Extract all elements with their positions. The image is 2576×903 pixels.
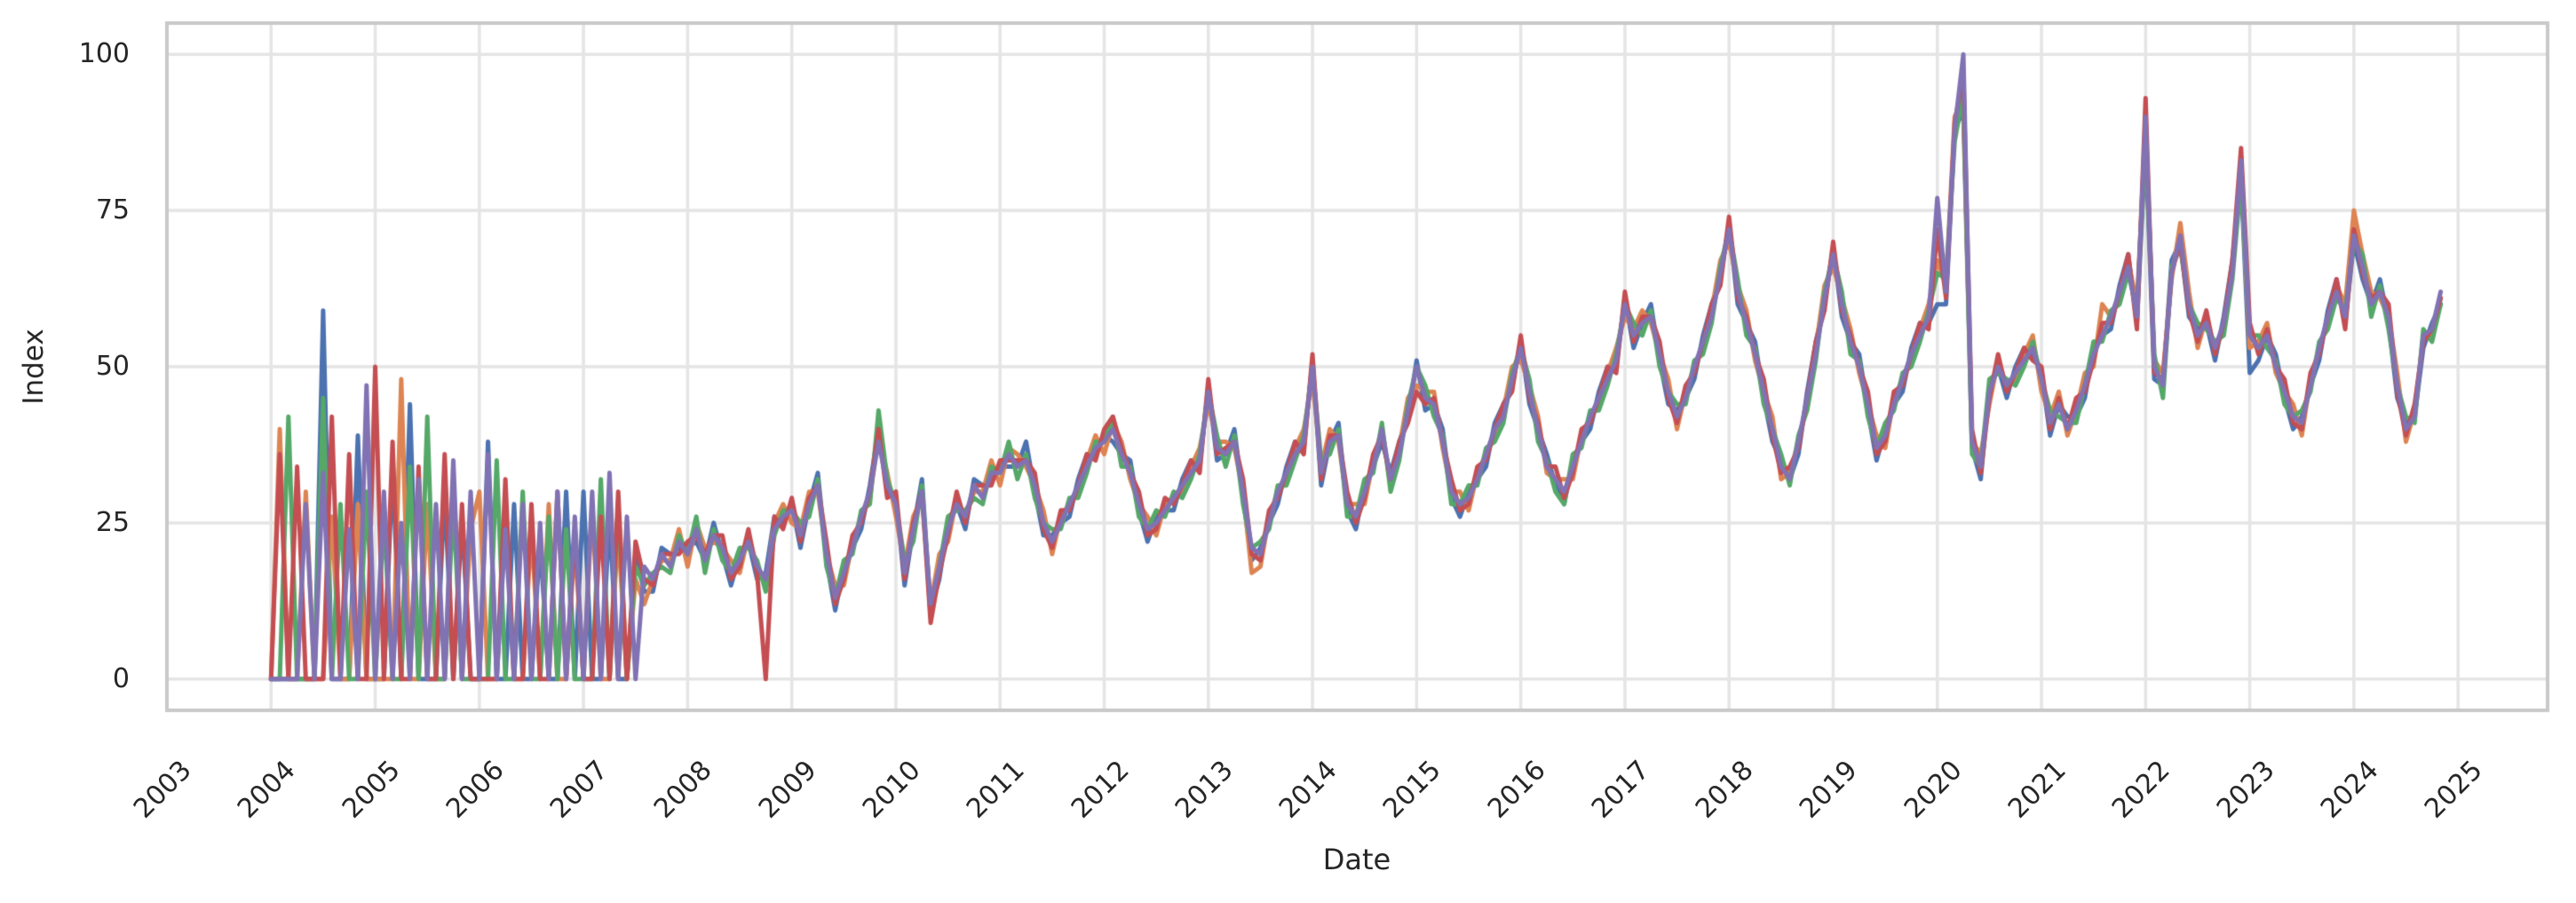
y-tick-label: 100	[78, 38, 130, 70]
y-tick-label: 0	[112, 662, 130, 694]
y-tick-label: 25	[95, 506, 130, 538]
x-axis-title: Date	[1322, 843, 1391, 876]
y-tick-label: 50	[95, 351, 130, 382]
y-tick-label: 75	[95, 194, 130, 226]
